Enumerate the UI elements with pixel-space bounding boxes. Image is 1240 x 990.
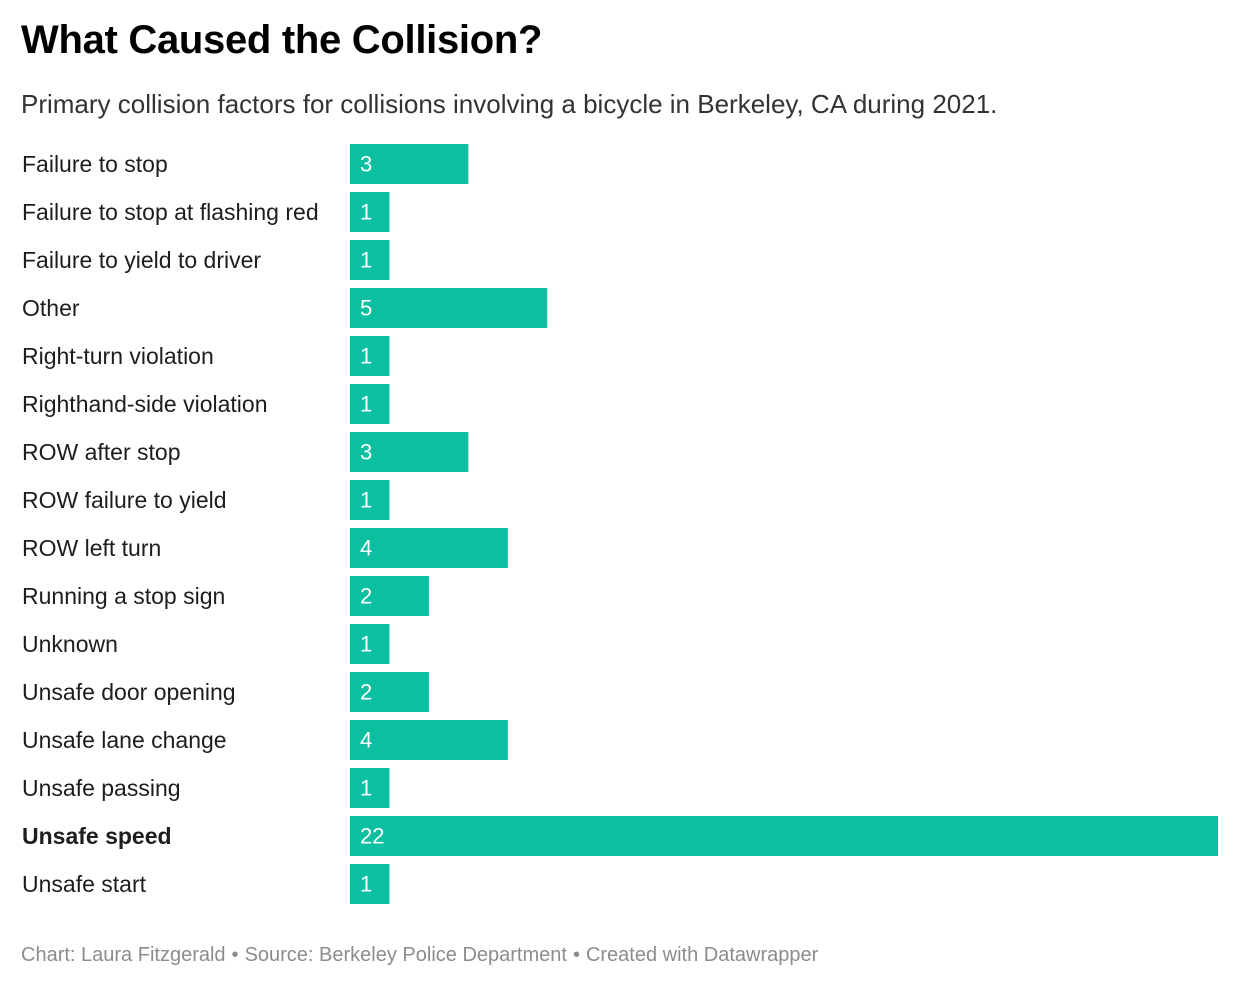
datawrapper-link[interactable]: Created with Datawrapper — [585, 944, 819, 966]
bar[interactable] — [350, 528, 508, 568]
bar[interactable] — [350, 240, 390, 280]
bar[interactable] — [350, 288, 548, 328]
bar-value-label: 4 — [360, 728, 372, 753]
bar[interactable] — [350, 384, 390, 424]
category-label: Unsafe speed — [22, 823, 172, 849]
bar-value-label: 3 — [360, 152, 372, 177]
chart-title: What Caused the Collision? — [21, 18, 543, 62]
bar-value-label: 1 — [360, 344, 372, 369]
category-label: Other — [22, 295, 80, 321]
bar[interactable] — [350, 720, 508, 760]
bar[interactable] — [350, 480, 390, 520]
bar-value-label: 1 — [360, 872, 372, 897]
category-label: ROW left turn — [22, 535, 161, 561]
source-link[interactable]: Source: Berkeley Police Department — [244, 944, 567, 966]
bar[interactable] — [350, 192, 390, 232]
bar-value-label: 1 — [360, 488, 372, 513]
bar-value-label: 1 — [360, 392, 372, 417]
bar-value-label: 2 — [360, 680, 372, 705]
bar-value-label: 3 — [360, 440, 372, 465]
category-label: Unsafe start — [22, 871, 147, 897]
bar-value-label: 22 — [360, 824, 384, 849]
bar[interactable] — [350, 624, 390, 664]
category-label: Failure to stop at flashing red — [22, 199, 319, 225]
category-label: ROW failure to yield — [22, 487, 227, 513]
bar[interactable] — [350, 576, 429, 616]
bar-value-label: 1 — [360, 248, 372, 273]
chart-subtitle: Primary collision factors for collisions… — [21, 89, 998, 119]
bar-value-label: 5 — [360, 296, 372, 321]
bar-value-label: 2 — [360, 584, 372, 609]
category-label: Unsafe lane change — [22, 727, 227, 753]
bar-value-label: 1 — [360, 776, 372, 801]
category-label: Right-turn violation — [22, 343, 214, 369]
category-label: Righthand-side violation — [22, 391, 268, 417]
bar-value-label: 4 — [360, 536, 372, 561]
category-label: Unknown — [22, 631, 118, 657]
bar[interactable] — [350, 864, 390, 904]
category-label: Failure to stop — [22, 151, 168, 177]
bar[interactable] — [350, 432, 469, 472]
bar[interactable] — [350, 816, 1218, 856]
category-label: Failure to yield to driver — [22, 247, 261, 273]
category-label: Running a stop sign — [22, 583, 225, 609]
bar[interactable] — [350, 672, 429, 712]
category-label: Unsafe door opening — [22, 679, 236, 705]
bar[interactable] — [350, 768, 390, 808]
bar-value-label: 1 — [360, 200, 372, 225]
footer-separator: • — [231, 944, 239, 966]
footer-separator: • — [572, 944, 580, 966]
bar[interactable] — [350, 336, 390, 376]
chart-footer: Chart: Laura Fitzgerald • Source: Berkeley… — [21, 944, 818, 967]
category-label: Unsafe passing — [22, 775, 181, 801]
bar-value-label: 1 — [360, 632, 372, 657]
bar[interactable] — [350, 144, 469, 184]
category-label: ROW after stop — [22, 439, 180, 465]
chart-credit[interactable]: Chart: Laura Fitzgerald — [21, 944, 226, 966]
